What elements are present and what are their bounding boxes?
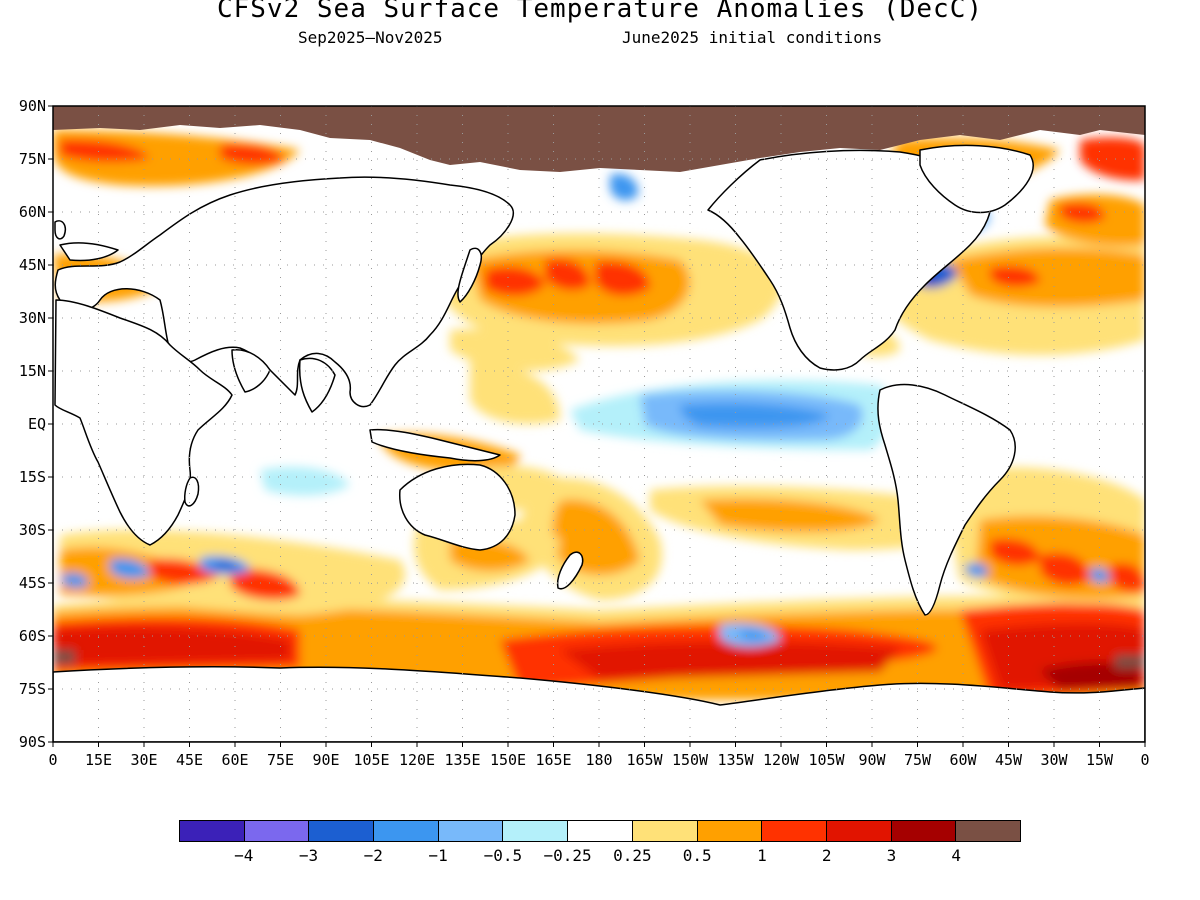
lon-label: 165W [626, 751, 663, 769]
colorbar-label: 4 [951, 846, 962, 865]
lon-label: 105W [808, 751, 845, 769]
lon-label: 165E [535, 751, 572, 769]
lon-label: 15W [1085, 751, 1114, 769]
lat-label: 60S [18, 627, 46, 645]
lon-label: 120E [398, 751, 436, 769]
lon-label: 0 [48, 751, 58, 769]
lon-label: 75E [266, 751, 295, 769]
colorbar-label: 0.5 [682, 846, 712, 865]
north-pacific-warm-blob [430, 233, 783, 424]
colorbar-label: −3 [298, 846, 319, 865]
colorbar-swatch [632, 821, 698, 841]
lat-label: 90S [18, 733, 46, 751]
lon-label: 60E [221, 751, 249, 769]
lat-label: 15N [18, 362, 46, 380]
lon-label: 120W [762, 751, 800, 769]
colorbar-label: −0.25 [543, 846, 592, 865]
chart-title: CFSv2 Sea Surface Temperature Anomalies … [216, 0, 984, 24]
greenland [919, 144, 1034, 214]
indonesia [369, 428, 501, 462]
south-indian-ocean-anomalies [60, 529, 406, 615]
colorbar-label: 1 [757, 846, 767, 865]
colorbar-label: −4 [234, 846, 254, 865]
lon-label: 150W [671, 751, 709, 769]
lat-label: 75S [18, 680, 46, 698]
colorbar-label: 3 [886, 846, 897, 865]
equatorial-pacific-cold-tongue [570, 380, 891, 450]
colorbar-swatch [438, 821, 504, 841]
lon-label: 150E [489, 751, 527, 769]
colorbar [179, 820, 1021, 842]
lat-label: 60N [18, 203, 46, 221]
lon-label: 15E [84, 751, 113, 769]
colorbar-label: −2 [363, 846, 383, 865]
lon-label: 45W [994, 751, 1023, 769]
australia [399, 463, 516, 551]
india [298, 357, 336, 413]
lon-label: 30E [130, 751, 158, 769]
lat-label: 75N [18, 150, 46, 168]
japan [457, 247, 482, 303]
colorbar-label: 0.25 [613, 846, 652, 865]
lon-label: 90E [312, 751, 340, 769]
colorbar-swatch [956, 821, 1020, 841]
sst-anomaly-map [48, 105, 1146, 747]
antarctica [53, 666, 1145, 742]
lat-label: 30S [18, 521, 46, 539]
lat-label: EQ [27, 415, 46, 433]
colorbar-label: 2 [821, 846, 832, 865]
lat-lon-grid [53, 106, 1145, 742]
lon-label: 135W [717, 751, 754, 769]
colorbar-swatch [503, 821, 569, 841]
forecast-period: Sep2025–Nov2025 [298, 28, 443, 47]
colorbar-swatch [891, 821, 957, 841]
lon-label: 60W [949, 751, 977, 769]
madagascar [184, 476, 200, 507]
lat-label: 45N [18, 256, 46, 274]
lon-label: 180 [585, 751, 613, 769]
south-atlantic-anomalies [954, 467, 1145, 604]
colorbar-swatch [244, 821, 310, 841]
lat-label: 90N [18, 97, 46, 115]
lon-label: 75W [903, 751, 932, 769]
colorbar-swatch [762, 821, 827, 841]
new-zealand [556, 551, 584, 590]
south-america [877, 383, 1016, 616]
southern-ocean-warm-band [53, 595, 1145, 700]
lon-label: 90W [858, 751, 886, 769]
colorbar-label: −1 [428, 846, 448, 865]
initial-conditions: June2025 initial conditions [622, 28, 883, 47]
colorbar-label: −0.5 [483, 846, 523, 865]
arctic-ice-mask [53, 106, 1145, 172]
lat-label: 45S [18, 574, 46, 592]
colorbar-swatch [180, 821, 245, 841]
uk-ireland [54, 220, 67, 240]
axis-ticks [48, 105, 1146, 747]
land-masses [53, 144, 1145, 742]
lon-label: 0 [1140, 751, 1150, 769]
lon-label: 105E [353, 751, 390, 769]
colorbar-swatch [568, 821, 633, 841]
europe-coast [59, 242, 119, 262]
colorbar-swatch [309, 821, 375, 841]
colorbar-swatch [374, 821, 439, 841]
lat-label: 15S [18, 468, 46, 486]
lon-label: 30W [1040, 751, 1068, 769]
colorbar-swatch [697, 821, 763, 841]
lon-label: 135E [444, 751, 481, 769]
lat-label: 30N [18, 309, 46, 327]
colorbar-swatch [826, 821, 892, 841]
lon-label: 45E [175, 751, 204, 769]
